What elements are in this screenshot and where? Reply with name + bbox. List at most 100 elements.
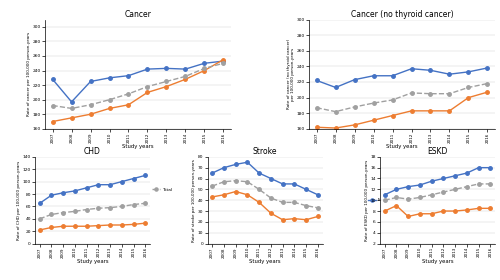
Male — [428, 179, 434, 183]
Total — [440, 190, 446, 194]
Male — [96, 183, 102, 186]
Female — [36, 228, 43, 232]
Male — [126, 74, 132, 77]
Total — [464, 185, 470, 188]
Title: ESKD: ESKD — [428, 147, 448, 156]
Female — [106, 107, 112, 110]
Male — [484, 66, 490, 70]
Male — [142, 174, 148, 177]
X-axis label: Study years: Study years — [76, 259, 108, 264]
Female — [332, 126, 338, 130]
Male — [292, 182, 298, 186]
Female — [488, 207, 494, 210]
Male — [36, 202, 43, 205]
Male — [464, 171, 470, 175]
Total — [332, 110, 338, 113]
Female — [60, 225, 66, 228]
Male — [119, 180, 125, 183]
Female — [232, 190, 238, 193]
Line: Male: Male — [383, 166, 492, 197]
Y-axis label: Rate of cancer per 100,000 person-years: Rate of cancer per 100,000 person-years — [27, 32, 31, 116]
Total — [126, 92, 132, 95]
Line: Male: Male — [315, 66, 489, 89]
Female — [315, 215, 321, 218]
Total — [428, 92, 434, 95]
Total — [408, 91, 414, 95]
Total — [84, 208, 89, 211]
Male — [68, 100, 74, 104]
Female — [394, 204, 400, 207]
Legend: Male, Female, Total: Male, Female, Total — [102, 186, 174, 193]
Female — [292, 217, 298, 220]
Line: Male: Male — [51, 59, 225, 104]
Line: Female: Female — [383, 204, 492, 218]
Total — [352, 105, 358, 109]
Female — [88, 113, 94, 116]
Y-axis label: Rate of cancer (no thyroid cancer)
per 100,000 person-years: Rate of cancer (no thyroid cancer) per 1… — [286, 39, 295, 109]
Male — [164, 67, 170, 70]
Female — [256, 201, 262, 204]
Line: Total: Total — [383, 182, 492, 202]
Total — [96, 207, 102, 210]
Total — [107, 206, 113, 209]
Female — [314, 125, 320, 129]
Total — [164, 80, 170, 83]
Total — [390, 98, 396, 102]
Female — [50, 120, 56, 123]
Y-axis label: Rate of ESKD per 100,000 person-years: Rate of ESKD per 100,000 person-years — [365, 160, 369, 241]
Male — [106, 76, 112, 80]
Line: Total: Total — [210, 179, 320, 209]
Male — [394, 188, 400, 191]
Total — [50, 104, 56, 107]
Male — [88, 80, 94, 83]
Total — [144, 85, 150, 88]
Male — [382, 193, 388, 197]
Female — [72, 225, 78, 228]
Female — [96, 224, 102, 227]
Female — [352, 123, 358, 127]
Male — [256, 171, 262, 175]
Male — [303, 188, 309, 191]
Female — [244, 193, 250, 197]
Line: Female: Female — [315, 90, 489, 130]
Male — [280, 182, 285, 186]
Total — [221, 180, 227, 183]
Total — [314, 106, 320, 109]
Total — [88, 103, 94, 106]
Male — [417, 183, 423, 187]
Total — [466, 86, 471, 89]
Female — [405, 215, 411, 218]
Total — [394, 196, 400, 199]
Total — [209, 185, 215, 188]
Total — [452, 188, 458, 191]
Male — [446, 73, 452, 76]
Female — [280, 218, 285, 221]
Male — [84, 186, 89, 190]
Female — [417, 212, 423, 215]
Female — [221, 193, 227, 197]
Total — [244, 180, 250, 183]
Female — [428, 109, 434, 113]
Male — [476, 166, 482, 169]
Total — [60, 211, 66, 214]
Female — [370, 118, 376, 122]
Female — [130, 223, 136, 226]
Total — [48, 213, 54, 216]
X-axis label: Study years: Study years — [386, 144, 418, 149]
Line: Total: Total — [51, 62, 225, 110]
Male — [314, 79, 320, 82]
Total — [476, 182, 482, 186]
Female — [202, 69, 207, 72]
Female — [119, 223, 125, 227]
Female — [268, 212, 274, 215]
Line: Male: Male — [210, 160, 320, 197]
Total — [417, 196, 423, 199]
Male — [232, 163, 238, 166]
Line: Total: Total — [38, 202, 147, 221]
X-axis label: Study years: Study years — [249, 259, 281, 264]
Total — [315, 206, 321, 209]
Title: Cancer (no thyroid cancer): Cancer (no thyroid cancer) — [350, 10, 454, 19]
Female — [48, 226, 54, 229]
Line: Female: Female — [38, 221, 147, 232]
Male — [390, 74, 396, 78]
